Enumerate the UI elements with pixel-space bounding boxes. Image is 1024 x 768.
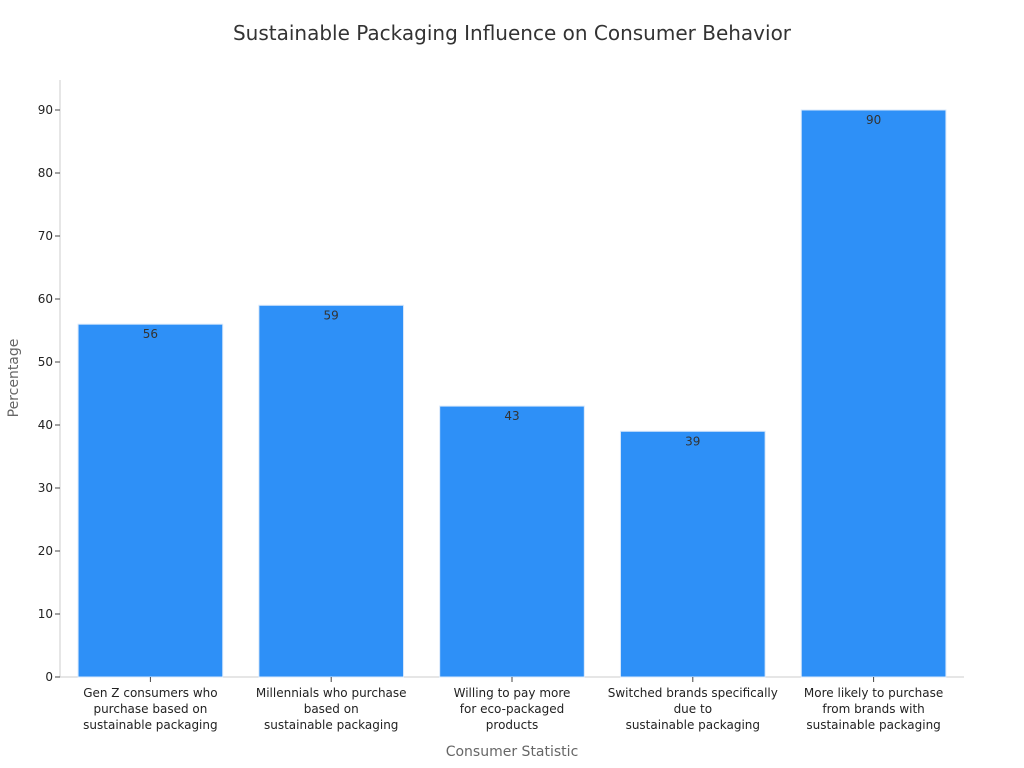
y-tick-label: 30 [38,481,53,495]
x-tick-label: Switched brands specifically due to sustai… [608,686,778,732]
x-tick-label: More likely to purchase from brands with s… [804,686,943,732]
y-tick-label: 70 [38,229,53,243]
bars-group: 56 59 43 39 90 [77,109,947,678]
y-tick-label: 0 [45,670,53,684]
bar [800,109,947,678]
x-tick-label: Millennials who purchase based on sustaina… [256,686,407,732]
x-tick-label-line: from brands with [822,702,924,716]
y-tick-label: 10 [38,607,53,621]
x-tick-label-line: Switched brands specifically [608,686,778,700]
x-tick-label-line: More likely to purchase [804,686,943,700]
x-tick-label-line: purchase based on [93,702,207,716]
bar [619,430,766,678]
x-tick-label: Gen Z consumers who purchase based on sust… [83,686,217,732]
x-tick-label: Willing to pay more for eco-packaged produ… [454,686,571,732]
y-tick-label: 60 [38,292,53,306]
chart-title: Sustainable Packaging Influence on Consu… [233,21,792,45]
x-axis-labels: Gen Z consumers who purchase based on sust… [83,677,943,732]
bar-value-label: 56 [143,327,158,341]
x-tick-label-line: sustainable packaging [626,718,760,732]
y-tick-label: 80 [38,166,53,180]
bar [258,304,405,678]
bar-value-label: 43 [504,409,519,423]
x-tick-label-line: Willing to pay more [454,686,571,700]
bar-value-label: 59 [324,308,339,322]
x-tick-label-line: Gen Z consumers who [83,686,217,700]
x-tick-label-line: Millennials who purchase [256,686,407,700]
bar-value-label: 39 [685,434,700,448]
x-tick-label-line: products [486,718,538,732]
y-tick-label: 90 [38,103,53,117]
bar [77,323,224,678]
x-tick-label-line: sustainable packaging [264,718,398,732]
y-tick-label: 50 [38,355,53,369]
bar [439,405,585,678]
y-axis-title: Percentage [6,339,22,418]
x-tick-label-line: sustainable packaging [806,718,940,732]
bar-value-label: 90 [866,113,881,127]
y-tick-label: 40 [38,418,53,432]
y-tick-label: 20 [38,544,53,558]
x-axis-title: Consumer Statistic [446,744,579,760]
x-tick-label-line: for eco-packaged [460,702,564,716]
x-tick-label-line: due to [674,702,712,716]
y-axis-ticks: 0 10 20 30 40 50 60 70 80 90 [38,103,60,684]
x-tick-label-line: based on [304,702,359,716]
x-tick-label-line: sustainable packaging [83,718,217,732]
